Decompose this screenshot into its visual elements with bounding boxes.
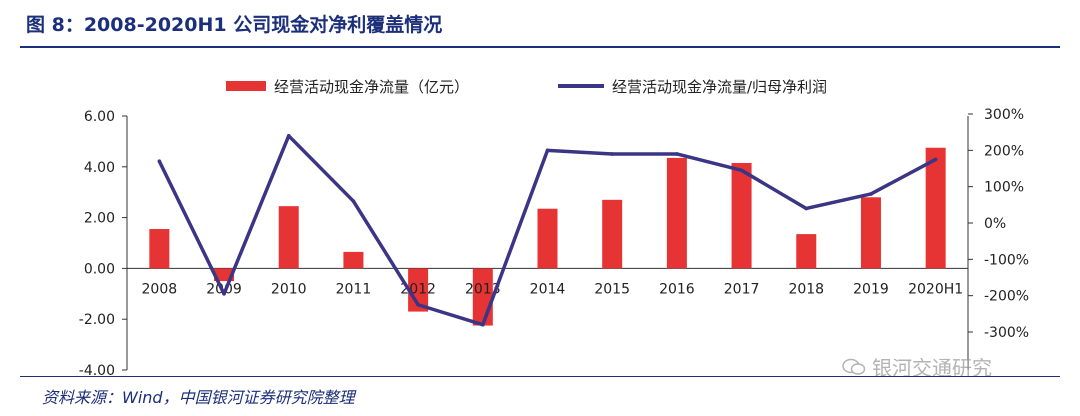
- bar-2014: [537, 208, 558, 269]
- source-rule: [20, 376, 1060, 377]
- ratio-point-2012: [416, 302, 420, 307]
- right-tick-label: 0%: [984, 216, 1006, 232]
- x-tick-label: 2013: [465, 281, 501, 297]
- left-tick-label: 6.00: [84, 109, 115, 125]
- ratio-point-2019: [869, 192, 873, 196]
- legend-bar-label: 经营活动现金净流量（亿元）: [274, 78, 469, 96]
- right-tick-label: 100%: [984, 180, 1024, 196]
- legend: 经营活动现金净流量（亿元） 经营活动现金净流量/归母净利润: [226, 78, 827, 96]
- bar-2019: [860, 197, 881, 269]
- x-tick-label: 2011: [336, 281, 372, 297]
- ratio-point-2014: [545, 148, 550, 153]
- x-tick-label: 2019: [853, 281, 889, 297]
- ratio-point-2018: [804, 206, 809, 211]
- right-tick-label: 200%: [984, 143, 1024, 159]
- legend-line-label: 经营活动现金净流量/归母净利润: [612, 78, 827, 96]
- bar-2012: [408, 268, 429, 312]
- right-tick-label: -200%: [984, 289, 1029, 305]
- x-tick-label: 2018: [788, 281, 824, 297]
- source-note: 资料来源：Wind，中国银河证券研究院整理: [42, 388, 355, 407]
- x-tick-label: 2020H1: [908, 281, 963, 297]
- left-tick-label: 0.00: [84, 261, 115, 277]
- ratio-point-2010: [286, 134, 291, 138]
- ratio-point-2011: [351, 199, 356, 203]
- bar-2017: [731, 162, 752, 269]
- ratio-point-2015: [610, 152, 614, 156]
- left-tick-label: -2.00: [79, 312, 115, 328]
- bar-2008: [149, 229, 170, 269]
- title-rule: [20, 46, 1060, 48]
- legend-bar-swatch: [226, 81, 266, 91]
- right-tick-label: -100%: [984, 252, 1029, 268]
- x-tick-label: 2016: [659, 281, 695, 297]
- bar-2016: [666, 157, 687, 269]
- left-tick-label: 2.00: [84, 211, 115, 227]
- chart-title: 图 8：2008-2020H1 公司现金对净利覆盖情况: [26, 14, 443, 36]
- x-tick-label: 2015: [594, 281, 630, 297]
- axes: 6.00 4.00 2.00 0.00 -2.00 -4.00 300% 200% 100% 0%…: [79, 107, 1029, 379]
- right-tick-label: 300%: [984, 107, 1024, 123]
- ratio-point-2020H1: [933, 157, 938, 162]
- right-tick-label: -300%: [984, 325, 1029, 341]
- x-tick-label: 2008: [142, 281, 178, 297]
- bar-2011: [343, 251, 364, 269]
- bar-2018: [796, 234, 817, 269]
- x-tick-label: 2017: [724, 281, 760, 297]
- x-tick-label: 2010: [271, 281, 307, 297]
- x-tick-labels: 2008 2009 2010 2011 2012 2013 2014 2015 2016 2017…: [142, 281, 964, 297]
- wechat-icon: [842, 358, 866, 375]
- left-tick-label: -4.00: [79, 363, 115, 379]
- ratio-point-2008: [157, 159, 162, 164]
- ratio-point-2013: [481, 322, 485, 327]
- bar-2010: [278, 206, 299, 269]
- ratio-point-2016: [675, 152, 679, 156]
- ratio-point-2009: [222, 292, 226, 296]
- ratio-point-2017: [739, 168, 744, 173]
- ratio-line: [157, 134, 938, 327]
- bar-2020H1: [925, 147, 946, 269]
- left-tick-label: 4.00: [84, 160, 115, 176]
- x-tick-label: 2014: [530, 281, 566, 297]
- bars: [149, 147, 946, 326]
- bar-2015: [602, 199, 623, 269]
